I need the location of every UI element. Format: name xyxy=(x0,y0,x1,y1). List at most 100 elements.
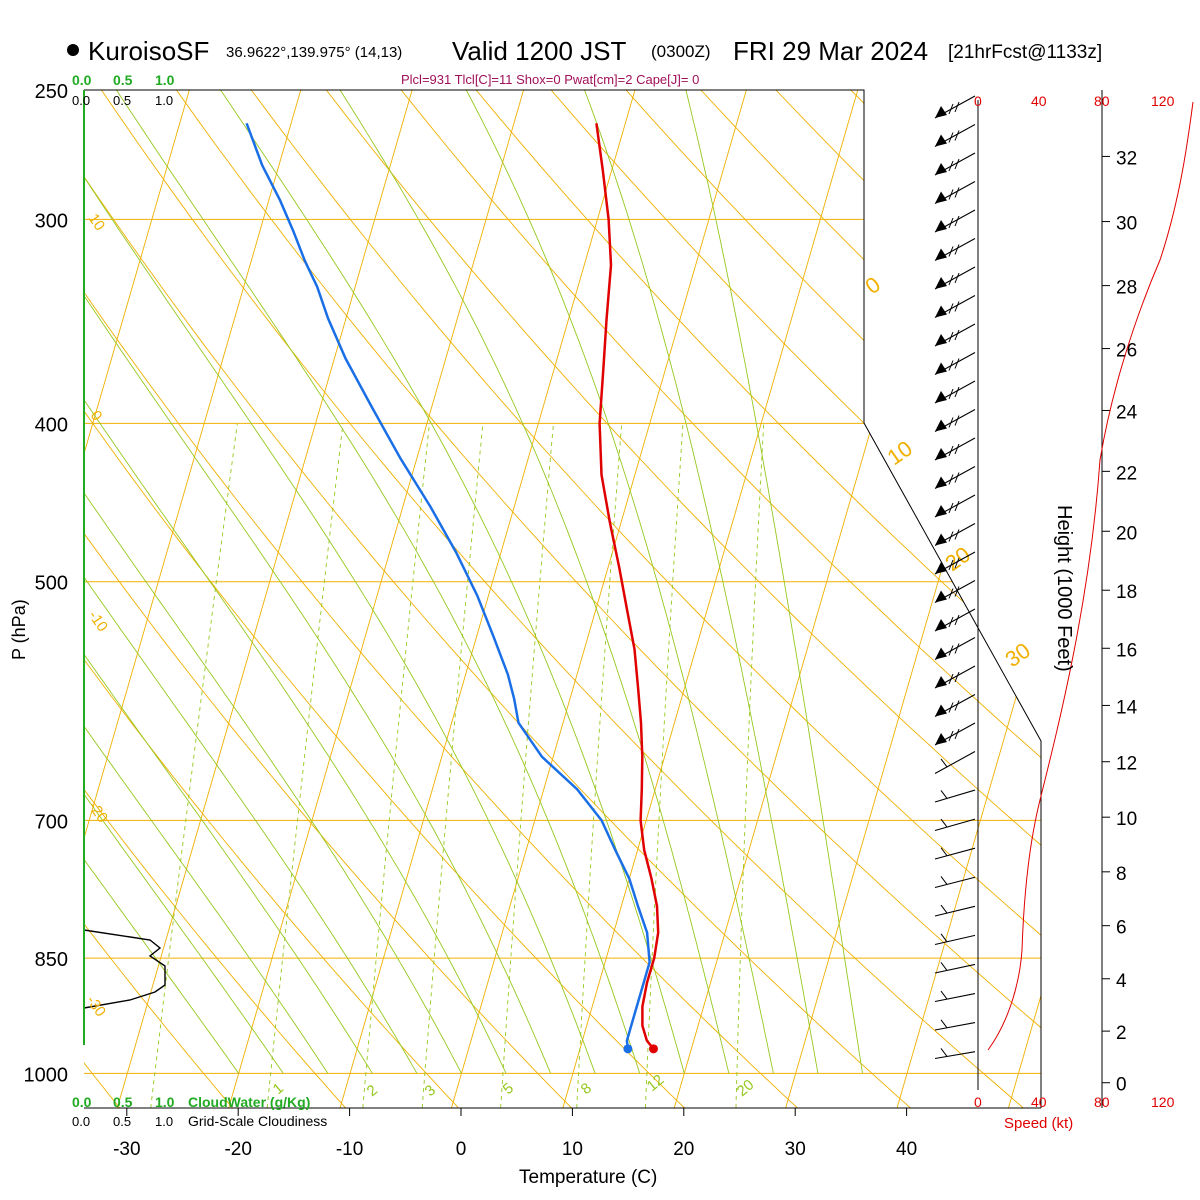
dry-adiabat-line xyxy=(400,90,1041,1108)
moist-adiabat-line xyxy=(84,90,240,1074)
isotherm-line xyxy=(339,90,636,1108)
mixing-ratio-line xyxy=(150,423,238,1108)
dry-adiabat-line xyxy=(84,90,346,1108)
dry-adiabat-line xyxy=(176,90,1041,1108)
mixing-ratio-line xyxy=(644,423,684,1108)
valid-time: Valid 1200 JST xyxy=(452,36,627,66)
wind-speed-tick-top-0: 0 xyxy=(974,93,982,109)
wind-barb-staff xyxy=(934,751,976,774)
valid-date: FRI 29 Mar 2024 xyxy=(733,36,928,66)
cloudiness-label: Grid-Scale Cloudiness xyxy=(188,1113,327,1129)
dry-adiabat-label: -30 xyxy=(83,993,109,1021)
isotherm-line xyxy=(673,90,970,1108)
height-tick-label: 20 xyxy=(1116,523,1137,544)
height-tick-label: 22 xyxy=(1116,463,1137,484)
wind-speed-profile xyxy=(987,101,1194,1051)
x-tick-label: -30 xyxy=(113,1139,140,1160)
plot-border xyxy=(84,89,1042,1108)
dry-adiabat-label: 30 xyxy=(1001,638,1035,673)
wind-barb-pennant xyxy=(935,391,947,403)
dewpoint-profile xyxy=(245,122,651,1050)
moist-adiabat-line xyxy=(116,90,641,1074)
height-tick-label: 2 xyxy=(1116,1023,1127,1044)
wind-barb-feather xyxy=(954,728,960,740)
moist-adiabat-line xyxy=(84,90,418,1074)
wind-speed-tick-top-2: 80 xyxy=(1094,93,1110,109)
wind-barb-pennant xyxy=(935,733,947,745)
wind-barb-staff xyxy=(934,1022,976,1031)
cloudiness-tick-top-0: 0.0 xyxy=(72,93,90,108)
wind-barb-feather xyxy=(948,217,954,229)
wind-barb-staff xyxy=(934,905,976,917)
height-tick-label: 12 xyxy=(1116,754,1137,775)
x-tick-label: 40 xyxy=(896,1139,917,1160)
dry-adiabat-label: 0 xyxy=(87,408,106,425)
height-tick-label: 16 xyxy=(1116,640,1137,661)
wind-barb-pennant xyxy=(935,134,947,147)
moist-adiabat-line xyxy=(84,90,329,1074)
wind-barb-feather xyxy=(948,331,954,343)
stability-indices: Plcl=931 Tlcl[C]=11 Shox=0 Pwat[cm]=2 Ca… xyxy=(401,72,699,87)
moist-adiabat-line xyxy=(84,90,462,1074)
cloudwater-label: CloudWater (g/Kg) xyxy=(188,1094,310,1110)
wind-barb-feather xyxy=(948,103,954,115)
dry-adiabat-line xyxy=(250,90,1041,1108)
height-tick-label: 32 xyxy=(1116,148,1137,169)
wind-barb-pennant xyxy=(935,704,947,717)
y-axis-title: P (hPa) xyxy=(9,599,29,660)
wind-barb-feather xyxy=(954,187,960,198)
cloudiness-tick-top-2: 1.0 xyxy=(155,93,173,108)
mixing-ratio-label: 8 xyxy=(578,1080,595,1098)
cloudiness-tick-bottom-2: 1.0 xyxy=(155,1114,173,1129)
wind-barb-feather xyxy=(948,132,954,143)
wind-barb-feather xyxy=(954,415,960,426)
wind-barb-feather xyxy=(954,101,960,113)
wind-barb-feather xyxy=(948,160,954,172)
mixing-ratio-line xyxy=(576,423,623,1108)
moist-adiabat-line xyxy=(84,90,284,1074)
isotherm-line xyxy=(84,90,302,1108)
wind-barb-feather xyxy=(948,559,954,571)
wind-barb-feather xyxy=(948,274,954,286)
wind-barb-staff xyxy=(934,1051,976,1060)
wind-barb-feather xyxy=(954,358,960,369)
wind-barb-feather xyxy=(954,614,960,626)
wind-barb-feather xyxy=(948,645,954,656)
wind-barb-feather xyxy=(940,904,948,914)
isotherm-line xyxy=(451,90,747,1108)
wind-barb-feather xyxy=(954,557,960,569)
cloudiness-profile xyxy=(83,929,166,1009)
wind-barb-feather xyxy=(954,643,960,654)
plot-frame xyxy=(83,89,1110,1116)
dry-adiabat-line xyxy=(84,90,459,1108)
forecast-info: [21hrFcst@1133z] xyxy=(948,42,1102,63)
cloudwater-tick-top-2: 1.0 xyxy=(155,72,175,88)
wind-barb-staff xyxy=(934,818,976,832)
moist-adiabat-line xyxy=(339,90,730,1074)
isotherm-line xyxy=(562,90,859,1108)
wind-barb-feather xyxy=(954,443,960,455)
mixing-ratio-line xyxy=(421,423,484,1108)
height-tick-label: 8 xyxy=(1116,864,1127,885)
wind-speed-tick-top-3: 120 xyxy=(1151,93,1175,109)
wind-barb-feather xyxy=(948,531,954,542)
mixing-ratio-label: 20 xyxy=(734,1076,758,1100)
wind-barb-feather xyxy=(940,790,948,799)
dry-adiabat-label: -10 xyxy=(85,608,111,636)
pressure-tick-label: 250 xyxy=(35,81,68,103)
height-tick-label: 28 xyxy=(1116,278,1137,299)
x-tick-label: 20 xyxy=(673,1139,694,1160)
wind-barb-staff xyxy=(934,963,976,974)
utc-time: (0300Z) xyxy=(651,42,711,61)
wind-barb-feather xyxy=(948,445,954,457)
wind-barb-pennant xyxy=(935,590,947,603)
wind-speed-tick-bottom-3: 120 xyxy=(1151,1094,1175,1110)
moist-adiabat-line xyxy=(84,90,373,1074)
wind-barb-staff xyxy=(934,789,976,803)
cloudwater-tick-top-0: 0.0 xyxy=(72,72,92,88)
wind-barb-pennant xyxy=(935,191,947,204)
wind-barb-feather xyxy=(954,586,960,597)
wind-speed-tick-bottom-1: 40 xyxy=(1031,1094,1047,1110)
temperature-profile xyxy=(595,123,660,1050)
